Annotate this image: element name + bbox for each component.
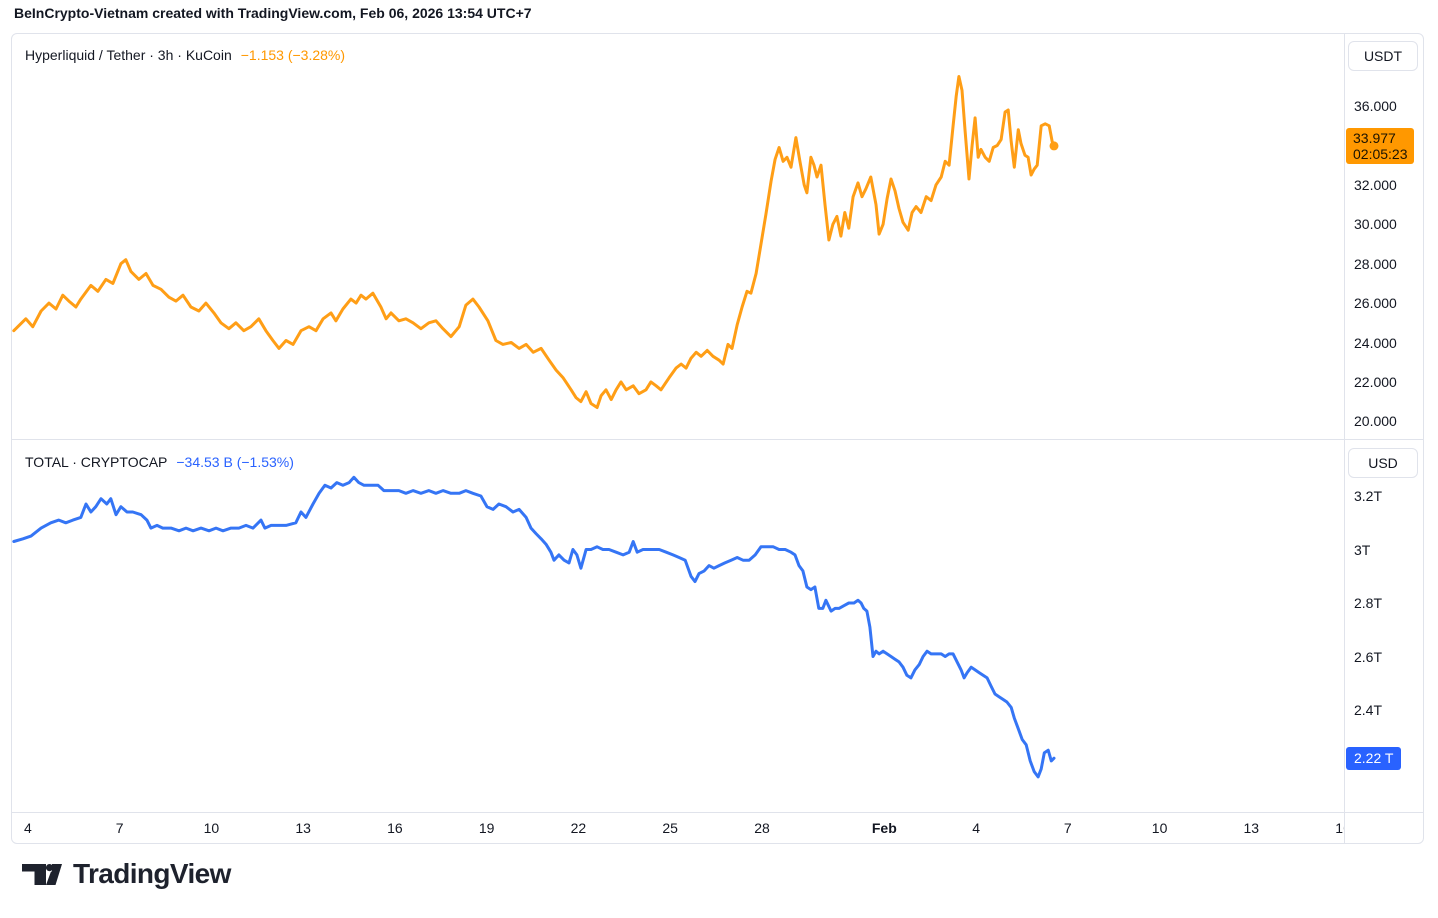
last-price-badge: 33.977 02:05:23: [1346, 128, 1414, 164]
price-chart-pane[interactable]: [12, 34, 1344, 439]
chart-widget: Hyperliquid / Tether · 3h · KuCoin −1.153…: [11, 33, 1424, 844]
time-axis-tick-label: Feb: [871, 820, 897, 836]
time-axis-tick-label: 7: [1063, 820, 1072, 836]
y-axis-tick-label: 30.000: [1354, 216, 1397, 233]
time-axis-divider: [12, 812, 1423, 813]
last-price-value: 33.977: [1353, 130, 1396, 146]
price-change: −1.153 (−3.28%): [240, 47, 346, 63]
symbol-title: TOTAL · CRYPTOCAP: [25, 454, 168, 470]
time-axis-tick-label: 13: [1243, 820, 1260, 836]
time-axis-tick-label: 7: [115, 820, 124, 836]
time-axis[interactable]: 4 7 10 13 16 19 22 25 28 Feb 4 7 10 13 16: [12, 813, 1344, 843]
time-axis-tick-label: 4: [972, 820, 980, 836]
bar-countdown: 02:05:23: [1353, 146, 1408, 162]
currency-unit-button-usdt[interactable]: USDT: [1348, 41, 1418, 71]
y-axis-tick-label: 22.000: [1354, 373, 1397, 390]
y-axis-tick-label: 2.4T: [1354, 702, 1383, 719]
price-pane-legend: Hyperliquid / Tether · 3h · KuCoin −1.153…: [25, 47, 345, 63]
y-axis-tick-label: 3.2T: [1354, 488, 1383, 504]
tradingview-logo-text: TradingView: [73, 858, 231, 889]
y-axis-tick-label: 2.8T: [1354, 595, 1383, 611]
time-axis-tick-label: 28: [754, 820, 770, 836]
y-axis-tick-label: 20.000: [1354, 413, 1397, 430]
time-axis-tick-label: 4: [23, 820, 32, 836]
y-axis-tick-label: 2.6T: [1354, 648, 1383, 665]
price-scale-divider: [1344, 34, 1345, 843]
time-axis-tick-label: 10: [203, 820, 220, 836]
time-axis-tick-label: 19: [478, 820, 495, 836]
price-scale-usdt[interactable]: USDT 33.977 02:05:23 36.000 32.000 30.000 2…: [1345, 34, 1423, 439]
y-axis-tick-label: 26.000: [1354, 295, 1397, 312]
tradingview-logo: TradingView: [22, 858, 231, 890]
time-axis-tick-label: 13: [295, 820, 311, 836]
time-axis-tick-label: 22: [570, 820, 587, 836]
marketcap-pane-legend: TOTAL · CRYPTOCAP −34.53 B (−1.53%): [25, 454, 294, 470]
tradingview-logo-icon: [22, 863, 62, 885]
time-axis-tick-label: 16: [1335, 820, 1344, 836]
pane-divider[interactable]: [12, 439, 1423, 440]
marketcap-change: −34.53 B (−1.53%): [176, 454, 294, 470]
time-axis-tick-label: 10: [1151, 820, 1168, 836]
marketcap-chart-pane[interactable]: [12, 439, 1344, 812]
y-axis-tick-label: 28.000: [1354, 255, 1397, 272]
attribution-text: BeInCrypto-Vietnam created with TradingV…: [14, 5, 532, 21]
last-marketcap-value: 2.22 T: [1354, 750, 1394, 766]
time-axis-tick-label: 16: [387, 820, 403, 836]
y-axis-tick-label: 3T: [1354, 541, 1371, 558]
y-axis-tick-label: 32.000: [1354, 176, 1397, 193]
price-line-chart: [12, 75, 1059, 409]
y-axis-tick-label: 36.000: [1354, 98, 1397, 115]
time-axis-tick-label: 25: [662, 820, 678, 836]
symbol-title: Hyperliquid / Tether · 3h · KuCoin: [25, 47, 232, 63]
marketcap-line-chart: [12, 475, 1056, 779]
y-axis-tick-label: 24.000: [1354, 334, 1397, 351]
currency-unit-button-usd[interactable]: USD: [1348, 448, 1418, 478]
price-scale-usd[interactable]: USD 2.22 T 3.2T 3T 2.8T 2.6T 2.4T: [1345, 439, 1423, 812]
last-marketcap-badge: 2.22 T: [1346, 747, 1402, 770]
